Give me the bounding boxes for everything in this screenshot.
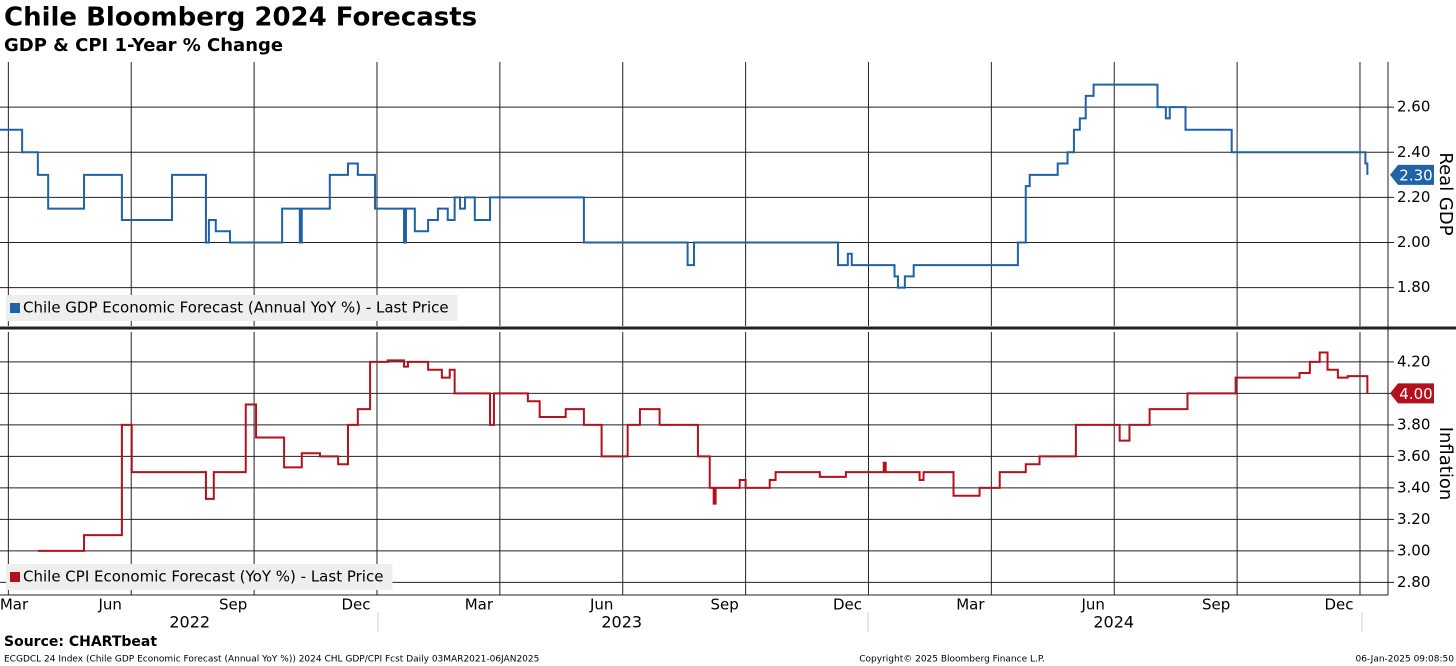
x-tick-label: Jun [1081, 596, 1105, 614]
x-tick-label: Jun [98, 596, 122, 614]
last-value-label: 4.00 [1399, 385, 1432, 403]
y-tick-label: 3.00 [1397, 541, 1430, 559]
y-tick-label: 3.80 [1397, 415, 1430, 433]
x-tick-label: Mar [956, 596, 985, 614]
y-tick-label: 3.40 [1397, 478, 1430, 496]
step-line [37, 351, 1369, 552]
x-tick-label: Sep [219, 596, 247, 614]
last-value-tag [1390, 383, 1434, 404]
y-tick-label: 2.40 [1397, 143, 1430, 161]
x-tick-label: Dec [341, 596, 370, 614]
y-tick-label: 2.00 [1397, 233, 1430, 251]
step-line [0, 83, 1369, 289]
chart-subtitle: GDP & CPI 1-Year % Change [4, 35, 283, 56]
x-year-label: 2024 [1093, 613, 1134, 632]
legend-swatch [10, 572, 20, 582]
legend-label: Chile GDP Economic Forecast (Annual YoY … [23, 299, 449, 317]
axis-label: Inflation [1435, 427, 1456, 501]
x-tick-label: Sep [1202, 596, 1230, 614]
y-tick-label: 2.60 [1397, 98, 1430, 116]
legend-box [6, 564, 393, 590]
last-value-label: 2.30 [1399, 166, 1432, 184]
legend: Chile CPI Economic Forecast (YoY %) - La… [6, 564, 393, 590]
x-year-label: 2023 [601, 613, 642, 632]
x-tick-label: Jun [589, 596, 613, 614]
footer-left: ECGDCL 24 Index (Chile GDP Economic Fore… [4, 655, 539, 665]
legend: Chile GDP Economic Forecast (Annual YoY … [6, 295, 458, 321]
last-value-tag [1390, 164, 1434, 185]
source: Source: CHARTbeat [4, 634, 157, 650]
y-tick-label: 3.60 [1397, 447, 1430, 465]
y-tick-label: 3.20 [1397, 510, 1430, 528]
x-year-label: 2022 [169, 613, 210, 632]
axis-label: Real GDP [1435, 152, 1456, 235]
footer-center: Copyright© 2025 Bloomberg Finance L.P. [859, 655, 1044, 665]
x-tick-label: Sep [710, 596, 738, 614]
x-tick-label: Dec [1324, 596, 1353, 614]
chart-title: Chile Bloomberg 2024 Forecasts [4, 3, 477, 33]
legend-box [6, 295, 458, 321]
legend-label: Chile CPI Economic Forecast (YoY %) - La… [23, 568, 383, 586]
x-tick-label: Mar [465, 596, 494, 614]
legend-swatch [10, 303, 20, 313]
y-tick-label: 1.80 [1397, 278, 1430, 296]
footer-right: 06-Jan-2025 09:08:50 [1355, 655, 1454, 665]
x-tick-label: Dec [833, 596, 862, 614]
y-tick-label: 2.20 [1397, 188, 1430, 206]
x-tick-label: Mar [0, 596, 29, 614]
y-tick-label: 4.20 [1397, 352, 1430, 370]
y-tick-label: 2.80 [1397, 573, 1430, 591]
